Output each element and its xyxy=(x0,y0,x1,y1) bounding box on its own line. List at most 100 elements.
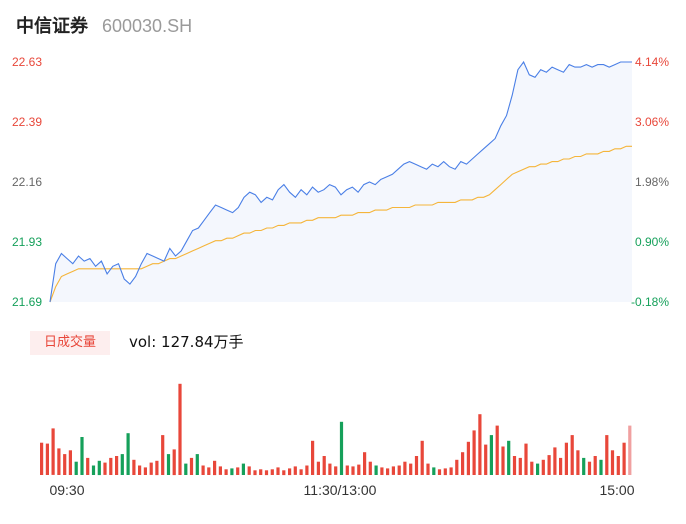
volume-bar xyxy=(120,454,124,475)
volume-bar xyxy=(103,462,107,475)
y-tick-left: 22.63 xyxy=(12,55,42,69)
volume-bar xyxy=(328,463,332,475)
volume-bar xyxy=(599,459,603,475)
price-area-fill xyxy=(50,62,632,302)
volume-bar xyxy=(253,470,257,476)
volume-bar xyxy=(582,457,586,475)
volume-bar xyxy=(132,459,136,475)
volume-bar xyxy=(553,447,557,475)
volume-bar xyxy=(316,461,320,475)
y-tick-left: 22.39 xyxy=(12,115,42,129)
volume-bar xyxy=(264,470,269,476)
volume-bar xyxy=(363,452,367,475)
volume-bars-group xyxy=(40,383,632,476)
volume-bar xyxy=(322,456,326,475)
volume-bar xyxy=(91,465,96,475)
y-tick-right: -0.18% xyxy=(631,295,669,309)
volume-bar xyxy=(161,435,165,475)
volume-bar xyxy=(507,440,511,475)
avg-price-line xyxy=(49,145,632,303)
volume-bar xyxy=(149,462,153,475)
volume-bar xyxy=(241,463,245,475)
y-tick-right: 1.98% xyxy=(635,175,669,189)
volume-bar xyxy=(605,435,609,475)
volume-bar xyxy=(512,456,517,475)
volume-bar xyxy=(224,469,228,475)
volume-bar xyxy=(40,442,44,475)
volume-bar xyxy=(587,461,592,475)
volume-bar xyxy=(138,465,142,475)
volume-bar xyxy=(172,449,176,476)
volume-bar xyxy=(530,461,534,475)
y-tick-right: 3.06% xyxy=(635,115,669,129)
volume-bar xyxy=(380,467,384,475)
volume-bar xyxy=(63,454,67,475)
y-tick-right: 0.90% xyxy=(635,235,669,249)
stock-header: 中信证券 600030.SH xyxy=(16,12,192,42)
volume-bar xyxy=(559,457,563,475)
volume-bar xyxy=(455,459,459,475)
volume-bar xyxy=(270,469,274,475)
volume-badge[interactable]: 日成交量 xyxy=(30,331,110,355)
y-tick-left: 21.93 xyxy=(12,235,42,249)
volume-bar xyxy=(484,444,488,475)
volume-bar xyxy=(628,425,632,475)
volume-bar xyxy=(339,421,344,475)
x-tick-label: 09:30 xyxy=(49,482,84,498)
volume-bar xyxy=(259,469,263,475)
y-tick-left: 21.69 xyxy=(12,295,42,309)
volume-bar xyxy=(403,461,407,475)
volume-bar xyxy=(230,468,234,476)
volume-bar xyxy=(495,425,499,475)
volume-bar xyxy=(449,467,453,475)
volume-bar xyxy=(109,457,113,475)
volume-bar xyxy=(51,428,55,475)
x-tick-label: 11:30/13:00 xyxy=(304,482,377,498)
volume-bar xyxy=(213,460,217,476)
volume-bar xyxy=(351,466,355,475)
volume-bar xyxy=(115,456,119,475)
volume-bar xyxy=(80,437,84,475)
volume-bar xyxy=(293,466,297,475)
volume-bar xyxy=(201,465,205,475)
volume-bar xyxy=(218,466,222,475)
volume-bar xyxy=(437,469,442,475)
volume-bar xyxy=(610,450,615,475)
volume-bar xyxy=(247,466,251,475)
volume-bar xyxy=(576,450,580,475)
volume-bar xyxy=(501,446,505,475)
volume-bar xyxy=(236,467,240,475)
volume-bar xyxy=(397,465,401,475)
volume-bar xyxy=(195,454,199,475)
volume-bar xyxy=(478,414,482,475)
volume-bar xyxy=(86,457,90,475)
volume-bar xyxy=(166,454,171,475)
volume-bar xyxy=(414,456,419,475)
stock-code: 600030.SH xyxy=(102,16,193,36)
volume-bar xyxy=(374,465,378,475)
volume-bar xyxy=(74,461,78,475)
volume-value: vol: 127.84万手 xyxy=(129,333,244,351)
volume-bar xyxy=(426,463,430,475)
volume-bar xyxy=(472,430,476,475)
y-axis-right: 4.14% 3.06% 1.98% 0.90% -0.18% xyxy=(631,55,669,309)
volume-bar xyxy=(207,467,211,475)
volume-bar xyxy=(126,433,130,475)
volume-bar xyxy=(345,465,349,475)
volume-bar xyxy=(288,468,292,476)
volume-bar xyxy=(305,465,309,475)
volume-bar xyxy=(622,442,626,475)
y-tick-left: 22.16 xyxy=(12,175,42,189)
volume-bar xyxy=(432,467,436,475)
volume-bar xyxy=(155,460,159,476)
volume-bar xyxy=(386,468,390,476)
price-lines-group xyxy=(49,60,632,303)
price-line xyxy=(49,60,632,303)
x-axis: 09:30 11:30/13:00 15:00 xyxy=(49,482,634,498)
stock-name: 中信证券 xyxy=(16,16,88,37)
volume-bar xyxy=(282,470,286,476)
volume-bar xyxy=(311,440,315,475)
volume-bar xyxy=(420,440,424,475)
volume-bar xyxy=(97,460,101,476)
